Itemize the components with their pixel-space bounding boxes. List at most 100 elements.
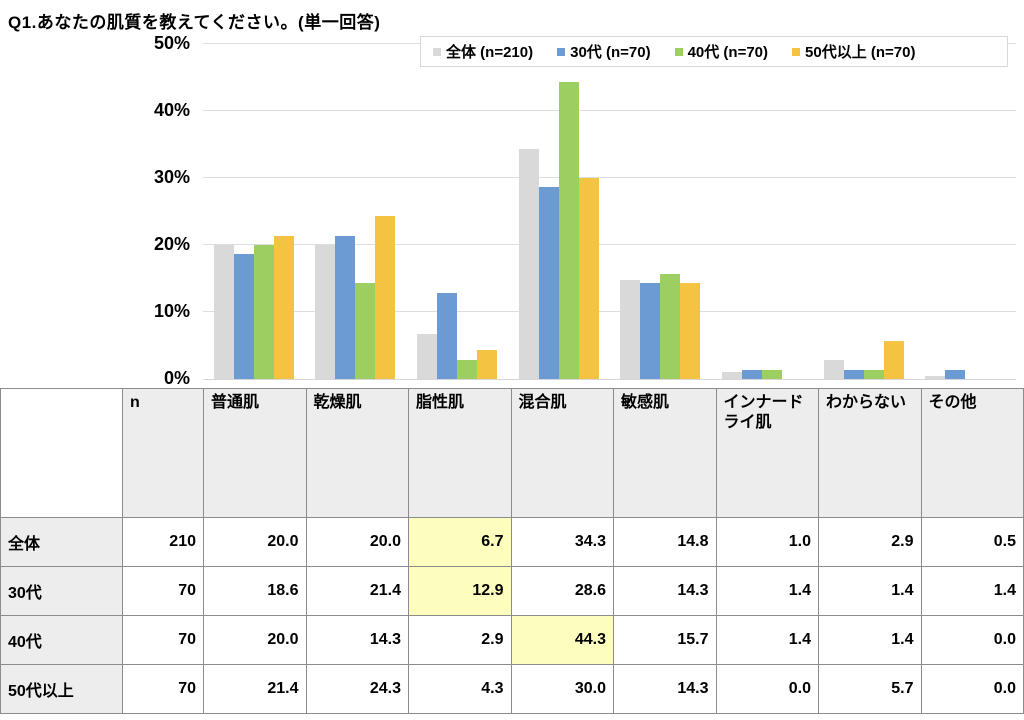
table-cell: 20.0 [305,517,409,567]
chart-title: Q1.あなたの肌質を教えてください。(単一回答) [8,13,381,32]
table-row-label: 40代 [0,615,123,665]
bar [741,369,762,379]
gridline [203,110,1016,111]
y-axis-tick-label: 50% [153,33,190,53]
table-cell: 24.3 [305,664,409,714]
y-axis-tick-label: 40% [153,100,190,120]
y-axis-tick-label: 20% [153,234,190,254]
table-cell: 1.4 [715,566,819,616]
bar [335,235,356,379]
bar [213,245,234,379]
table-row-label: 50代以上 [0,664,123,714]
table-cell: 1.4 [715,615,819,665]
bar [640,283,661,379]
gridline [203,177,1016,178]
bar [558,82,579,379]
bar [660,273,681,379]
table-cell: 0.0 [920,615,1024,665]
legend-item: 全体 (n=210) [433,41,533,62]
bar [375,216,396,379]
legend-item: 40代 (n=70) [674,41,769,62]
legend-label: 全体 (n=210) [446,44,534,61]
table-cell: 21.4 [203,664,307,714]
bar [233,254,254,379]
bar [477,350,498,379]
table-column-header: 敏感肌 [613,388,717,518]
legend-label: 40代 (n=70) [687,44,769,61]
legend-item: 30代 (n=70) [557,41,651,62]
table-cell: 0.0 [715,664,819,714]
bar-group [305,44,407,379]
table-row: 50代以上 70 21.4 24.3 4.3 30.0 14.3 0.0 5.7 0.0 [0,664,1024,714]
table-corner-cell [0,388,123,518]
table-cell: 14.8 [613,517,717,567]
bar [437,292,458,379]
table-cell: 20.0 [203,517,307,567]
table-column-header: わからない [818,388,922,518]
bar [761,369,782,379]
table-cell: 34.3 [510,517,614,567]
bar-group [813,44,915,379]
table-cell: 14.3 [305,615,409,665]
legend-marker-icon [792,47,801,56]
table-cell: 0.0 [920,664,1024,714]
legend-label: 30代 (n=70) [570,44,651,61]
table-cell: 2.9 [818,517,922,567]
table-cell: 12.9 [408,566,512,616]
gridline [203,244,1016,245]
table-cell: 1.4 [920,566,1024,616]
table-cell: 30.0 [510,664,614,714]
bar [721,372,742,379]
table-column-header: 乾燥肌 [305,388,409,518]
results-table: n 普通肌 乾燥肌 脂性肌 混合肌 敏感肌 インナードライ肌 わからない その他 全体 210 20.… [0,388,1024,714]
bar [457,359,478,379]
table-cell-n: 70 [122,615,204,665]
bar-chart-plot-area [203,43,1016,380]
legend-label: 50代以上 (n=70) [805,44,916,61]
table-cell: 15.7 [613,615,717,665]
bar [620,279,641,379]
table-cell: 14.3 [613,664,717,714]
table-cell: 0.5 [920,517,1024,567]
table-cell: 1.4 [818,566,922,616]
table-row-label: 全体 [0,517,123,567]
bar [538,187,559,379]
y-axis: 0% 10% 20% 30% 40% 50% [0,33,190,388]
table-row: 40代 70 20.0 14.3 2.9 44.3 15.7 1.4 1.4 0.0 [0,615,1024,665]
table-cell: 28.6 [510,566,614,616]
bar [680,283,701,379]
table-cell-n: 70 [122,566,204,616]
table-cell-n: 210 [122,517,204,567]
bar [863,369,884,379]
table-cell: 18.6 [203,566,307,616]
bar [315,245,336,379]
bar [883,340,904,379]
table-cell: 2.9 [408,615,512,665]
table-column-header: n [122,388,204,518]
bar [925,375,946,379]
bar [843,369,864,379]
table-column-header: 混合肌 [510,388,614,518]
legend-marker-icon [674,47,683,56]
table-cell: 20.0 [203,615,307,665]
table-cell: 5.7 [818,664,922,714]
table-column-header: 普通肌 [203,388,307,518]
table-column-header: インナードライ肌 [715,388,819,518]
table-row: 全体 210 20.0 20.0 6.7 34.3 14.8 1.0 2.9 0.5 [0,517,1024,567]
gridline [203,311,1016,312]
bar-group [406,44,508,379]
table-cell: 21.4 [305,566,409,616]
legend-item: 50代以上 (n=70) [792,41,915,62]
y-axis-tick-label: 30% [153,167,190,187]
y-axis-tick-label: 0% [163,368,190,388]
table-column-header: 脂性肌 [408,388,512,518]
table-cell: 14.3 [613,566,717,616]
legend-marker-icon [557,47,566,56]
bar-group [508,44,610,379]
bar [253,245,274,379]
bar [578,178,599,379]
bar [355,283,376,379]
table-cell: 1.4 [818,615,922,665]
table-cell-n: 70 [122,664,204,714]
